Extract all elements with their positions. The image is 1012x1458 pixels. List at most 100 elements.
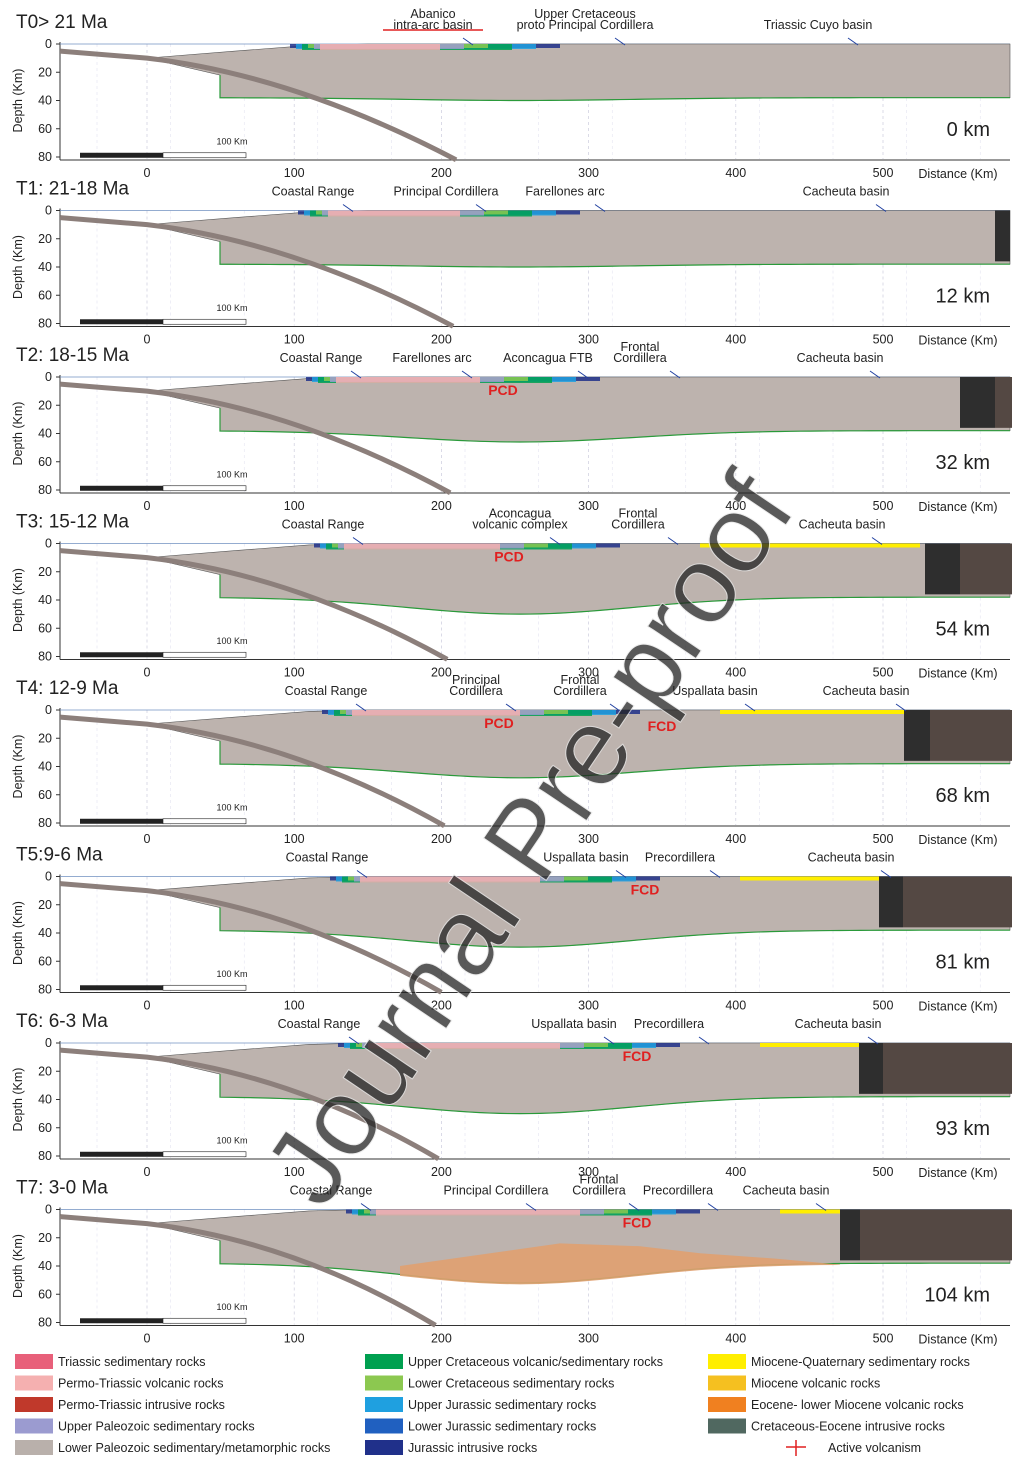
domain-label: PCD [488, 382, 518, 398]
location-label: Principal Cordillera [394, 185, 499, 199]
y-tick-label: 40 [38, 94, 52, 108]
panel: 0100200300400500Distance (Km)020406080De… [11, 340, 1012, 514]
x-tick-label: 400 [725, 666, 746, 680]
x-tick-label: 0 [144, 999, 151, 1013]
x-tick-label: 100 [284, 166, 305, 180]
strata [320, 44, 440, 50]
legend-swatch [15, 1354, 53, 1369]
label-line: Cordillera [611, 518, 665, 532]
legend-label: Cretaceous-Eocene intrusive rocks [751, 1420, 945, 1434]
location-label: Triassic Cuyo basin [764, 18, 873, 32]
x-tick-label: 200 [431, 666, 452, 680]
y-axis-label: Depth (Km) [11, 568, 25, 632]
x-tick-label: 0 [144, 166, 151, 180]
y-axis-label: Depth (Km) [11, 1234, 25, 1298]
y-tick-label: 80 [38, 483, 52, 497]
legend-swatch [708, 1419, 746, 1434]
x-tick-label: 200 [431, 333, 452, 347]
label-line: Coastal Range [286, 851, 369, 865]
strata [336, 377, 480, 383]
y-tick-label: 40 [38, 1093, 52, 1107]
crust [147, 44, 1010, 101]
panel-title: T7: 3-0 Ma [16, 1178, 108, 1199]
legend-label: Eocene- lower Miocene volcanic rocks [751, 1398, 964, 1412]
location-label: Precordillera [634, 1017, 704, 1031]
basin-fill [720, 710, 920, 714]
x-tick-label: 400 [725, 333, 746, 347]
y-tick-label: 60 [38, 1121, 52, 1135]
shortening: 0 km [947, 119, 990, 141]
location-label: Coastal Range [272, 185, 355, 199]
y-tick-label: 60 [38, 954, 52, 968]
shortening: 54 km [936, 619, 990, 641]
x-tick-label: 200 [431, 1165, 452, 1179]
label-line: Triassic Cuyo basin [764, 18, 873, 32]
legend-label: Lower Paleozoic sedimentary/metamorphic … [58, 1441, 330, 1455]
legend-label: Upper Jurassic sedimentary rocks [408, 1398, 596, 1412]
x-tick-label: 500 [873, 1165, 894, 1179]
location-label: Cacheuta basin [797, 351, 884, 365]
strata [328, 211, 460, 217]
y-axis-label: Depth (Km) [11, 1068, 25, 1132]
block-dark [995, 211, 1010, 262]
shortening: 32 km [936, 452, 990, 474]
scale-white [163, 153, 246, 158]
x-tick-label: 0 [144, 333, 151, 347]
label-line: Coastal Range [282, 518, 365, 532]
panel-title: T1: 21-18 Ma [16, 179, 129, 200]
location-label: Cacheuta basin [795, 1017, 882, 1031]
legend-swatch [15, 1419, 53, 1434]
y-tick-label: 20 [38, 232, 52, 246]
x-axis-label: Distance (Km) [918, 167, 997, 181]
shortening: 68 km [936, 785, 990, 807]
y-tick-label: 20 [38, 565, 52, 579]
location-label: Cacheuta basin [803, 185, 890, 199]
label-line: proto Principal Cordillera [517, 18, 654, 32]
y-tick-label: 60 [38, 288, 52, 302]
domain-label: FCD [623, 1215, 652, 1231]
panel-title: T2: 18-15 Ma [16, 345, 129, 366]
y-tick-label: 0 [45, 703, 52, 717]
location-label: FrontalCordillera [572, 1173, 626, 1198]
x-tick-label: 500 [873, 499, 894, 513]
legend-label: Lower Cretaceous sedimentary rocks [408, 1377, 614, 1391]
legend-label: Miocene-Quaternary sedimentary rocks [751, 1355, 970, 1369]
y-tick-label: 40 [38, 260, 52, 274]
y-tick-label: 20 [38, 398, 52, 412]
x-tick-label: 200 [431, 499, 452, 513]
label-line: Principal Cordillera [394, 185, 499, 199]
x-tick-label: 400 [725, 832, 746, 846]
x-tick-label: 300 [578, 166, 599, 180]
location-label: Coastal Range [285, 684, 368, 698]
x-tick-label: 300 [578, 999, 599, 1013]
label-line: Cacheuta basin [823, 684, 910, 698]
block-dark [960, 377, 995, 428]
panel-title: T0> 21 Ma [16, 12, 108, 33]
block-dark [879, 877, 903, 928]
panel: 0100200300400500Distance (Km)020406080De… [11, 1173, 1012, 1347]
crust [147, 544, 1010, 615]
block-dark [859, 1043, 883, 1094]
legend-label: Jurassic intrusive rocks [408, 1441, 537, 1455]
label-line: Cacheuta basin [797, 351, 884, 365]
scale-black [80, 319, 163, 324]
x-tick-label: 100 [284, 832, 305, 846]
y-axis-label: Depth (Km) [11, 901, 25, 965]
y-tick-label: 20 [38, 1064, 52, 1078]
label-line: Cordillera [449, 684, 503, 698]
figure: 0100200300400500Distance (Km)020406080De… [0, 0, 1012, 1458]
scale-white [163, 1152, 246, 1157]
x-tick-label: 500 [873, 1332, 894, 1346]
x-tick-label: 200 [431, 832, 452, 846]
domain-label: FCD [631, 882, 660, 898]
scale-white [163, 819, 246, 824]
scale-white [163, 985, 246, 990]
scale-black [80, 652, 163, 657]
x-tick-label: 0 [144, 1165, 151, 1179]
block-dark [904, 710, 930, 761]
y-tick-label: 80 [38, 816, 52, 830]
location-label: Cacheuta basin [823, 684, 910, 698]
location-label: Coastal Range [280, 351, 363, 365]
